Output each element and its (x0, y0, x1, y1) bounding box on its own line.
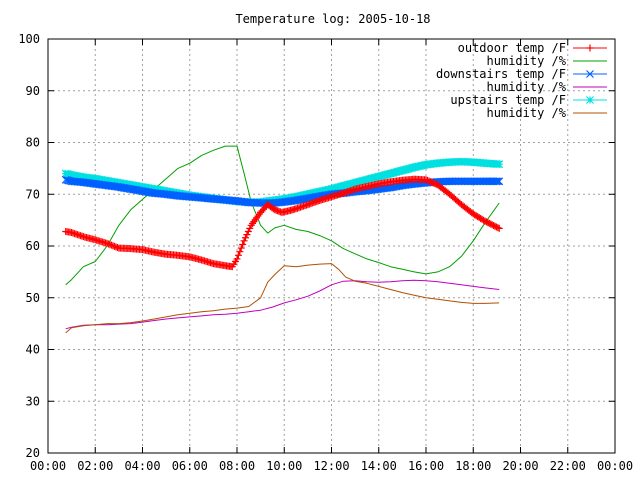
x-tick-label: 02:00 (77, 459, 113, 473)
series-line (65, 279, 500, 330)
y-tick-label: 100 (18, 32, 40, 46)
series-layer (61, 145, 504, 334)
legend-label: humidity /% (487, 106, 567, 120)
data-point (244, 228, 252, 236)
x-tick-label: 06:00 (172, 459, 208, 473)
x-tick-label: 10:00 (266, 459, 302, 473)
legend-marker (586, 44, 594, 52)
data-point (242, 234, 250, 242)
legend-label: downstairs temp /F (436, 67, 566, 81)
x-tick-label: 08:00 (219, 459, 255, 473)
data-point (492, 177, 501, 186)
data-point (495, 177, 504, 186)
legend-label: upstairs temp /F (450, 93, 566, 107)
data-point (63, 176, 72, 185)
data-point (233, 255, 241, 263)
data-point (495, 160, 504, 169)
data-point (236, 248, 244, 256)
series-line (65, 145, 500, 286)
data-point (246, 224, 254, 232)
data-point (61, 175, 70, 184)
data-point (493, 177, 502, 186)
series-3 (65, 279, 500, 330)
y-tick-label: 80 (26, 136, 40, 150)
data-point (234, 251, 242, 259)
legend-label: outdoor temp /F (458, 41, 566, 55)
data-point (422, 176, 430, 184)
series-line (65, 263, 500, 334)
data-point (240, 237, 248, 245)
y-tick-label: 70 (26, 187, 40, 201)
x-tick-label: 00:00 (30, 459, 66, 473)
y-tick-label: 30 (26, 394, 40, 408)
x-tick-label: 18:00 (455, 459, 491, 473)
series-0 (62, 175, 503, 271)
x-tick-label: 16:00 (408, 459, 444, 473)
y-tick-label: 90 (26, 84, 40, 98)
x-tick-label: 04:00 (124, 459, 160, 473)
axis-ticks: 00:00 02:00 04:00 06:00 08:00 10:00 12:00 14:00… (18, 32, 633, 473)
y-tick-label: 50 (26, 291, 40, 305)
data-point (425, 177, 433, 185)
legend-label: humidity /% (487, 54, 567, 68)
data-point (243, 231, 251, 239)
series-2 (61, 175, 504, 207)
chart-title: Temperature log: 2005-10-18 (235, 12, 430, 26)
data-point (429, 179, 437, 187)
data-point (423, 176, 431, 184)
data-point (237, 244, 245, 252)
x-tick-label: 12:00 (313, 459, 349, 473)
data-point (239, 240, 247, 248)
x-tick-label: 22:00 (550, 459, 586, 473)
x-tick-label: 20:00 (502, 459, 538, 473)
series-1 (65, 145, 500, 286)
legend-label: humidity /% (487, 80, 567, 94)
data-point (495, 224, 503, 232)
y-tick-label: 20 (26, 446, 40, 460)
x-tick-label: 14:00 (361, 459, 397, 473)
data-point (428, 178, 436, 186)
data-point (494, 224, 502, 232)
grid (48, 39, 615, 453)
data-point (431, 180, 439, 188)
legend-marker (586, 96, 594, 104)
y-tick-label: 40 (26, 343, 40, 357)
x-tick-label: 00:00 (597, 459, 633, 473)
y-tick-label: 60 (26, 239, 40, 253)
legend-marker (586, 70, 594, 78)
data-point (426, 178, 434, 186)
series-5 (65, 263, 500, 334)
